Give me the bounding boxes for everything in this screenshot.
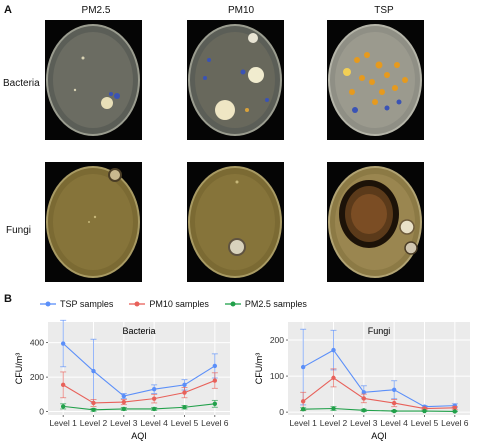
x-tick-label: Level 3 <box>350 418 378 428</box>
series-line <box>62 343 216 397</box>
series-0 <box>300 328 458 409</box>
data-point <box>212 363 218 369</box>
data-point <box>300 364 306 370</box>
series-line <box>303 407 455 412</box>
data-point <box>422 408 427 414</box>
series-line <box>63 403 215 411</box>
data-point <box>331 347 336 353</box>
data-point <box>121 406 127 412</box>
y-tick-label: 0 <box>39 407 44 417</box>
fungi-chart: Fungi 0 100 200 Level 1 Level 2 Level 3 Level 4… <box>254 322 470 441</box>
series-line <box>62 380 216 404</box>
data-point <box>60 382 66 388</box>
data-point <box>300 407 306 412</box>
series-0 <box>60 319 218 404</box>
y-tick-label: 200 <box>270 335 284 345</box>
plot-background <box>288 322 470 415</box>
data-point <box>212 401 218 407</box>
series-2 <box>60 399 218 413</box>
data-point <box>331 375 336 381</box>
x-tick-label: Level 5 <box>411 418 439 428</box>
y-axis-title: CFU/m³ <box>14 353 24 385</box>
data-point <box>91 407 96 413</box>
series-2 <box>300 406 458 414</box>
legend-item-tsp: TSP samples <box>40 299 113 309</box>
data-point <box>212 378 218 383</box>
column-label-tsp: TSP <box>374 5 394 16</box>
data-point <box>60 404 66 409</box>
data-point <box>151 396 157 401</box>
data-point <box>361 408 367 413</box>
data-point <box>182 382 187 388</box>
y-tick-label: 400 <box>30 338 44 348</box>
plate-fungi-pm10 <box>187 162 284 282</box>
plate-fungi-tsp <box>327 162 424 282</box>
data-point <box>121 399 127 405</box>
series-line <box>302 377 455 410</box>
plate-fungi-pm25 <box>45 162 142 282</box>
legend-label-pm25: PM2.5 samples <box>244 299 307 309</box>
data-point <box>182 390 187 395</box>
row-label-fungi: Fungi <box>6 225 32 236</box>
x-tick-label: Level 5 <box>171 418 199 428</box>
x-tick-label: Level 4 <box>140 418 168 428</box>
series-1 <box>60 371 218 407</box>
legend-label-pm10: PM10 samples <box>149 299 209 309</box>
y-tick-label: 200 <box>30 372 44 382</box>
x-tick-label: Level 2 <box>320 418 348 428</box>
data-point <box>361 396 367 401</box>
plate-bacteria-pm10 <box>187 20 284 140</box>
data-point <box>121 393 127 399</box>
data-point <box>361 390 367 395</box>
y-tick-label: 0 <box>279 407 284 417</box>
plate-bacteria-tsp <box>327 20 424 140</box>
column-label-pm10: PM10 <box>227 5 255 16</box>
data-point <box>391 400 397 406</box>
plot-background <box>48 322 230 415</box>
data-point <box>452 409 458 414</box>
chart-title: Bacteria <box>122 326 155 336</box>
data-point <box>300 399 306 404</box>
x-tick-label: Level 1 <box>49 418 77 428</box>
series-line <box>302 349 455 408</box>
data-point <box>91 368 96 374</box>
data-point <box>182 405 187 410</box>
x-tick-label: Level 3 <box>110 418 138 428</box>
data-point <box>91 400 96 406</box>
data-point <box>60 341 66 346</box>
chart-legend: TSP samples PM10 samples PM2.5 samples <box>40 299 307 309</box>
chart-title: Fungi <box>368 326 391 336</box>
data-point <box>151 386 157 392</box>
legend-item-pm10: PM10 samples <box>129 299 209 309</box>
plate-bacteria-pm25 <box>45 20 142 140</box>
x-tick-label: Level 6 <box>441 418 469 428</box>
panel-a-label: A <box>4 4 12 16</box>
x-tick-label: Level 6 <box>201 418 229 428</box>
y-axis-title: CFU/m³ <box>254 353 264 385</box>
data-point <box>452 405 458 410</box>
row-label-bacteria: Bacteria <box>3 78 40 89</box>
x-tick-label: Level 4 <box>380 418 408 428</box>
x-axis-title: AQI <box>371 431 387 441</box>
data-point <box>151 406 157 412</box>
y-tick-label: 100 <box>270 371 284 381</box>
x-tick-label: Level 2 <box>80 418 108 428</box>
x-tick-label: Level 1 <box>289 418 317 428</box>
legend-item-pm25: PM2.5 samples <box>224 299 307 309</box>
data-point <box>391 408 397 414</box>
x-axis-title: AQI <box>131 431 147 441</box>
data-point <box>391 387 397 392</box>
legend-label-tsp: TSP samples <box>60 299 114 309</box>
column-label-pm25: PM2.5 <box>81 5 111 16</box>
panel-b-label: B <box>4 293 12 305</box>
data-point <box>331 406 336 411</box>
